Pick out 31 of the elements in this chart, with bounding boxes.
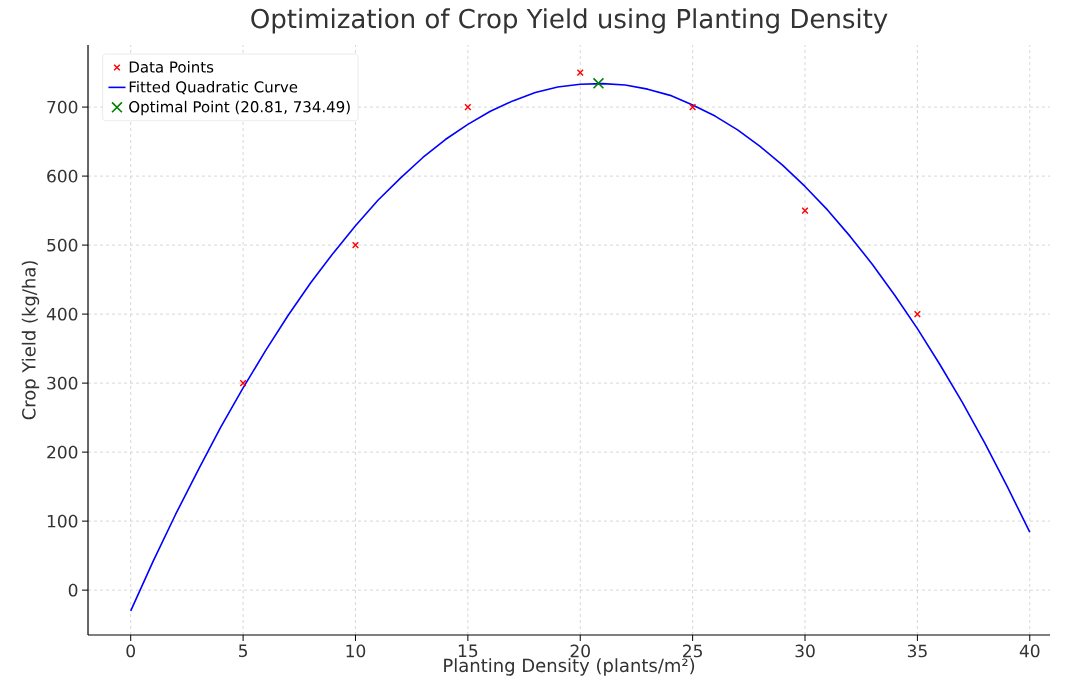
point	[464, 103, 472, 111]
point	[801, 207, 809, 215]
y-tick-label: 600	[47, 169, 78, 183]
y-tick-label: 0	[68, 583, 78, 597]
y-tick-label: 300	[47, 376, 78, 390]
x-tick-label: 40	[1019, 644, 1040, 658]
y-axis-title: Crop Yield (kg/ha)	[21, 261, 40, 420]
point	[592, 77, 605, 90]
x-tick-label: 30	[795, 644, 815, 658]
x-axis-title: Planting Density (plants/m²)	[444, 658, 695, 676]
x-tick-label: 25	[683, 644, 702, 658]
y-tick-label: 400	[46, 307, 78, 321]
point	[689, 103, 697, 111]
line-series	[129, 82, 1031, 612]
point	[913, 310, 921, 318]
x-tick-label: 10	[346, 644, 366, 658]
y-tick-label: 100	[47, 514, 78, 528]
point	[351, 241, 360, 249]
y-tick-label: 700	[47, 100, 78, 114]
chart-title: Optimization of Crop Yield using Planting Density	[251, 8, 888, 34]
legend-label: Data Points	[129, 61, 214, 73]
legend-label: Optimal Point (20.81, 734.49)	[129, 100, 350, 116]
legend-label: Fitted Quadratic Curve	[129, 80, 298, 95]
x-tick-label: 0	[126, 644, 135, 658]
x-tick-label: 15	[458, 644, 478, 658]
x-tick-label: 20	[570, 644, 590, 658]
y-tick-label: 200	[47, 445, 78, 459]
x-tick-label: 35	[907, 644, 927, 658]
point	[576, 69, 584, 77]
x-tick-label: 5	[239, 644, 248, 658]
y-tick-label: 500	[47, 238, 78, 252]
